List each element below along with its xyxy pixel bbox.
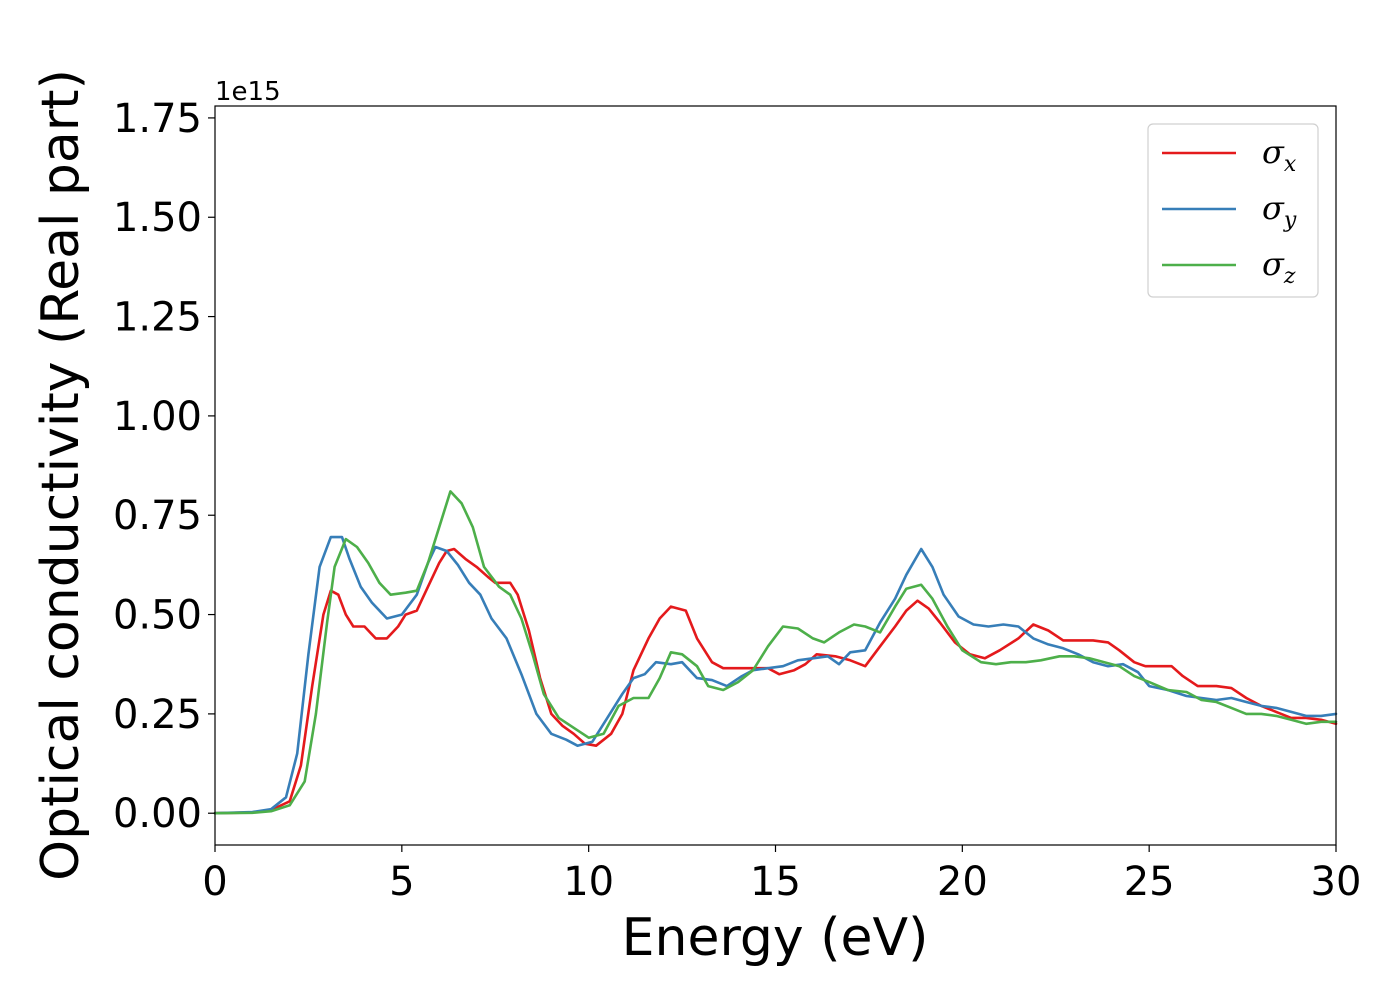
legend-box xyxy=(1147,123,1319,298)
series-layer xyxy=(213,490,1338,815)
legend-label-y: σy xyxy=(1262,189,1297,233)
x-tick-label: 5 xyxy=(389,859,414,905)
y-axis-title: Optical conductivity (Real part) xyxy=(31,69,91,881)
y-tick-label: 1.50 xyxy=(113,195,202,241)
series-line-z xyxy=(213,490,1338,815)
y-tick-label: 0.50 xyxy=(113,593,202,639)
x-tick-label: 15 xyxy=(750,859,801,905)
x-tick-label: 25 xyxy=(1124,859,1175,905)
x-tick-label: 10 xyxy=(563,859,614,905)
y-tick-label: 0.00 xyxy=(113,791,202,837)
y-tick-label: 1.75 xyxy=(113,96,202,142)
y-tick-label: 1.00 xyxy=(113,394,202,440)
y-offset-label: 1e15 xyxy=(215,77,281,107)
x-tick-label: 30 xyxy=(1311,859,1362,905)
y-axis: 0.00 0.25 0.50 0.75 1.00 1.25 1.50 1.75 xyxy=(113,96,215,837)
y-tick-label: 1.25 xyxy=(113,295,202,341)
x-axis-title: Energy (eV) xyxy=(622,908,929,968)
y-tick-label: 0.25 xyxy=(113,692,202,738)
series-line-x xyxy=(213,547,1338,815)
x-axis: 0 5 10 15 20 25 30 xyxy=(202,845,1361,905)
x-tick-label: 0 xyxy=(202,859,227,905)
y-tick-label: 0.75 xyxy=(113,493,202,539)
x-tick-label: 20 xyxy=(937,859,988,905)
